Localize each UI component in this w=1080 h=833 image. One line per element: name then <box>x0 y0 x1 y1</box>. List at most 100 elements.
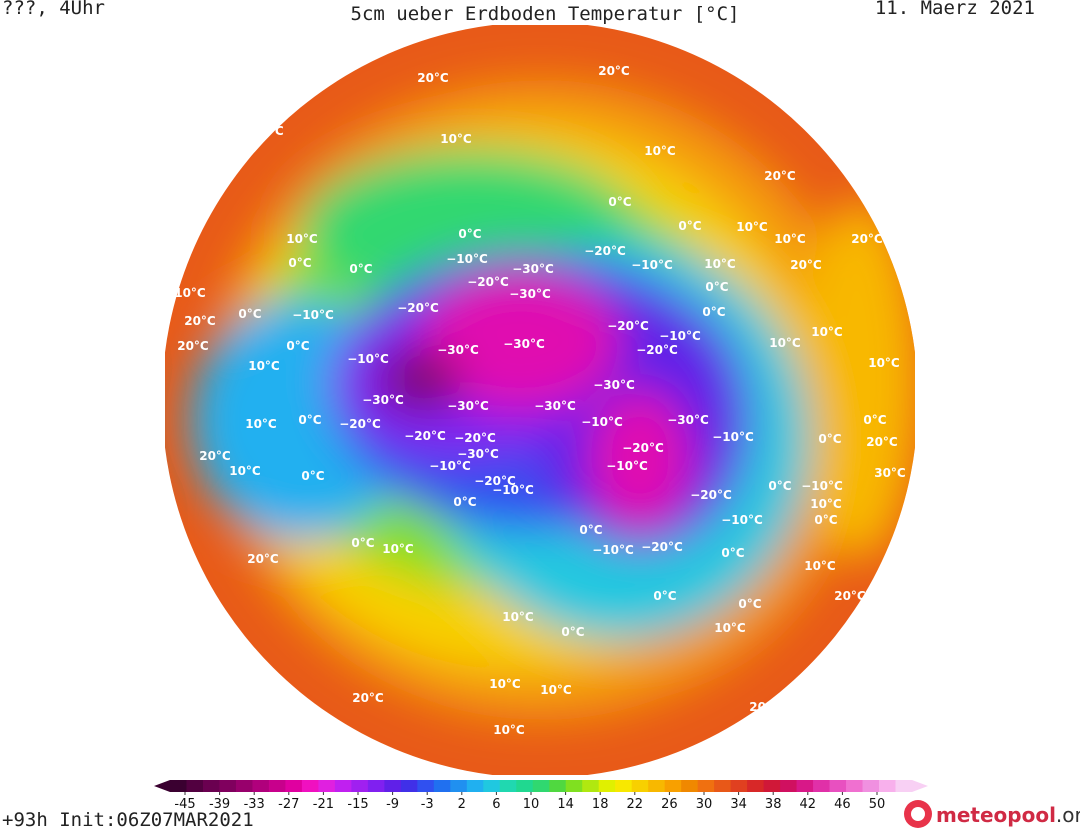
colorbar-tick-label: 42 <box>800 797 817 812</box>
contour-label: 20°C <box>866 435 898 449</box>
contour-label: 10°C <box>714 621 746 635</box>
colorbar-swatch <box>499 780 517 792</box>
contour-label: 0°C <box>288 256 311 270</box>
contour-label: 10°C <box>248 359 280 373</box>
contour-label: 0°C <box>738 597 761 611</box>
colorbar-tick-label: 46 <box>834 797 851 812</box>
colorbar-swatch <box>780 780 798 792</box>
colorbar-swatch <box>285 780 303 792</box>
contour-label: 0°C <box>458 227 481 241</box>
colorbar-tick-label: 14 <box>557 797 574 812</box>
contour-label: −10°C <box>659 329 701 343</box>
map-title: 5cm ueber Erdboden Temperatur [°C] <box>351 3 740 25</box>
colorbar-swatch <box>219 780 237 792</box>
colorbar-swatch <box>186 780 204 792</box>
colorbar-swatch <box>301 780 319 792</box>
contour-label: −20°C <box>474 474 516 488</box>
contour-label: −10°C <box>712 430 754 444</box>
colorbar-swatch <box>763 780 781 792</box>
logo-icon-inner <box>911 807 925 821</box>
contour-label: 0°C <box>814 513 837 527</box>
contour-label: 0°C <box>705 280 728 294</box>
run-label: ???, 4Uhr <box>2 0 105 19</box>
contour-label: −20°C <box>454 431 496 445</box>
colorbar-tick-label: -9 <box>386 797 399 812</box>
contour-label: 20°C <box>252 124 284 138</box>
contour-label: 10°C <box>540 683 572 697</box>
contour-label: −10°C <box>721 513 763 527</box>
contour-label: 10°C <box>810 497 842 511</box>
logo-text: meteopool.org <box>936 803 1080 827</box>
contour-label: 20°C <box>749 700 781 714</box>
colorbar-tick-label: 2 <box>458 797 466 812</box>
colorbar-swatch <box>384 780 402 792</box>
colorbar-tick-label: 6 <box>492 797 500 812</box>
contour-label: −10°C <box>446 252 488 266</box>
logo-name: meteopool <box>936 803 1056 827</box>
contour-label: 10°C <box>704 257 736 271</box>
contour-label: 10°C <box>868 356 900 370</box>
contour-label: −30°C <box>534 399 576 413</box>
contour-label: 0°C <box>863 413 886 427</box>
colorbar-tick-label: 34 <box>730 797 747 812</box>
colorbar-end <box>912 780 928 792</box>
contour-label: 0°C <box>702 305 725 319</box>
colorbar-swatch <box>730 780 748 792</box>
contour-label: 20°C <box>184 314 216 328</box>
colorbar: -45 -39 -33 -27 -21 -15 -9 -3 2 6 10 14 18 22 26 30 34 38… <box>154 780 928 812</box>
contour-label: −20°C <box>641 540 683 554</box>
contour-label: 20°C <box>199 449 231 463</box>
colorbar-swatch <box>367 780 385 792</box>
contour-label: 10°C <box>769 336 801 350</box>
colorbar-swatch <box>747 780 765 792</box>
colorbar-tick-label: 38 <box>765 797 782 812</box>
colorbar-swatch <box>532 780 550 792</box>
contour-label: 10°C <box>229 464 261 478</box>
contour-label: −20°C <box>622 441 664 455</box>
contour-label: 10°C <box>493 723 525 737</box>
contour-label: 20°C <box>247 552 279 566</box>
colorbar-swatch <box>318 780 336 792</box>
colorbar-swatch <box>615 780 633 792</box>
colorbar-tick-label: 50 <box>869 797 886 812</box>
colorbar-swatch <box>235 780 253 792</box>
contour-label: −30°C <box>512 262 554 276</box>
colorbar-end <box>154 780 170 792</box>
colorbar-swatch <box>697 780 715 792</box>
contour-label: −10°C <box>492 483 534 497</box>
colorbar-swatch <box>516 780 534 792</box>
contour-label: −20°C <box>397 301 439 315</box>
contour-label: 0°C <box>238 307 261 321</box>
contour-label: 0°C <box>286 339 309 353</box>
colorbar-swatch <box>598 780 616 792</box>
colorbar-tick-label: -27 <box>278 797 299 812</box>
contour-label: 0°C <box>608 195 631 209</box>
colorbar-swatch <box>549 780 567 792</box>
contour-label: −30°C <box>509 287 551 301</box>
logo-domain: .org <box>1056 803 1080 827</box>
contour-label: −10°C <box>347 352 389 366</box>
contour-label: 0°C <box>301 469 324 483</box>
contour-label: −20°C <box>467 275 509 289</box>
contour-label: 0°C <box>351 536 374 550</box>
colorbar-swatch <box>433 780 451 792</box>
contour-label: 0°C <box>818 432 841 446</box>
contour-label: 20°C <box>790 258 822 272</box>
contour-label: −10°C <box>801 479 843 493</box>
colorbar-swatch <box>582 780 600 792</box>
contour-label: 10°C <box>736 220 768 234</box>
contour-label: 10°C <box>245 417 277 431</box>
contour-labels: 20°C 20°C20°C10°C10°C20°C0°C0°C10°C0°C −10… <box>174 64 906 737</box>
contour-label: −30°C <box>457 447 499 461</box>
contour-label: −30°C <box>362 393 404 407</box>
contour-label: −10°C <box>592 543 634 557</box>
colorbar-swatch <box>829 780 847 792</box>
contour-label: −10°C <box>292 308 334 322</box>
contour-label: 10°C <box>440 132 472 146</box>
colorbar-swatch <box>400 780 418 792</box>
colorbar-tick-label: -15 <box>347 797 368 812</box>
colorbar-tick-label: -3 <box>421 797 434 812</box>
contour-label: −20°C <box>339 417 381 431</box>
colorbar-swatch <box>170 780 187 792</box>
contour-label: −20°C <box>690 488 732 502</box>
